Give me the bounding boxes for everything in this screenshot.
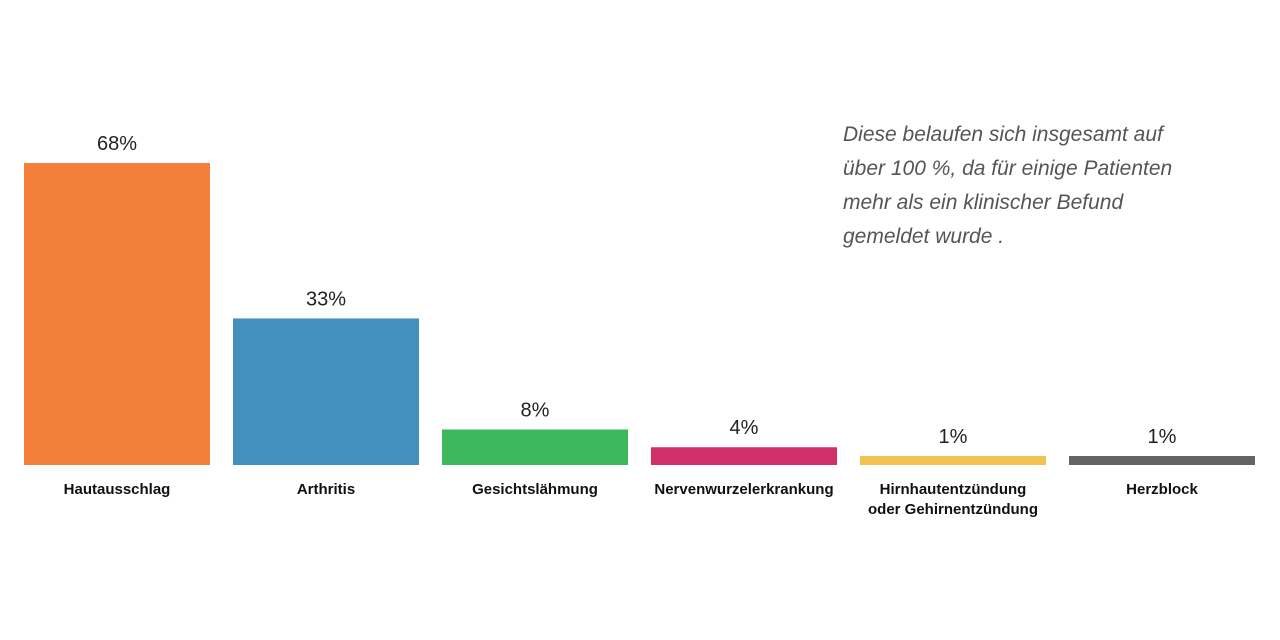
category-label: Gesichtslähmung: [472, 481, 598, 498]
bar-value-label: 68%: [97, 133, 137, 155]
bar: [651, 447, 837, 465]
bar: [24, 163, 210, 465]
bar: [442, 429, 628, 465]
bar-value-label: 8%: [521, 399, 550, 421]
bar-value-label: 1%: [939, 426, 968, 448]
bar-value-label: 33%: [306, 288, 346, 310]
category-label: Herzblock: [1126, 481, 1198, 498]
annotation-line: mehr als ein klinischer Befund: [843, 191, 1124, 214]
annotation-line: Diese belaufen sich insgesamt auf: [843, 123, 1163, 146]
category-label: Nervenwurzelerkrankung: [654, 481, 833, 498]
bar: [860, 456, 1046, 465]
category-label: Hautausschlag: [64, 481, 171, 498]
chart-annotation: Diese belaufen sich insgesamt auf über 1…: [843, 118, 1263, 254]
category-label: oder Gehirnentzündung: [868, 501, 1038, 518]
annotation-line: gemeldet wurde .: [843, 225, 1005, 248]
bar-value-label: 1%: [1148, 426, 1177, 448]
bar-value-label: 4%: [730, 417, 759, 439]
annotation-line: über 100 %, da für einige Patienten: [843, 157, 1173, 180]
category-label: Hirnhautentzündung: [880, 481, 1027, 498]
bar: [233, 318, 419, 465]
category-label: Arthritis: [297, 481, 355, 498]
bar: [1069, 456, 1255, 465]
